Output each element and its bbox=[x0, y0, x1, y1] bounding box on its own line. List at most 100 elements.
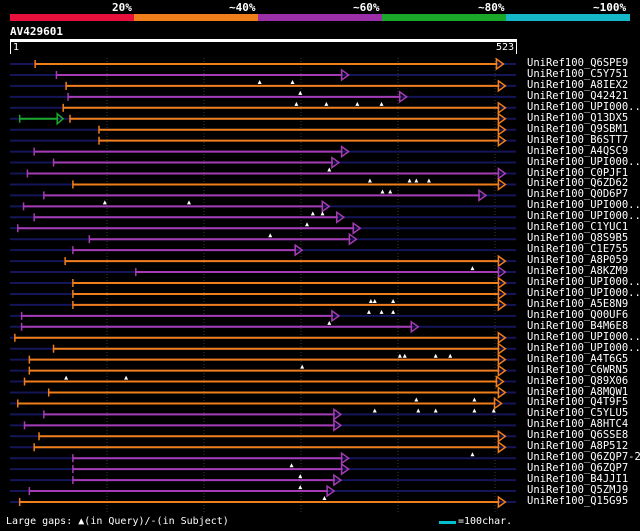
gap-marker bbox=[433, 353, 438, 358]
hit-arrowhead bbox=[336, 210, 346, 224]
hit-label[interactable]: UniRef100_Q00UF6 bbox=[527, 308, 629, 321]
hit-label[interactable]: UniRef100_UPI000... bbox=[527, 100, 640, 113]
hit-label[interactable]: UniRef100_A8HTC4 bbox=[527, 418, 629, 431]
gap-marker bbox=[391, 298, 396, 303]
gap-marker bbox=[355, 101, 360, 106]
legend-bar-100 bbox=[506, 14, 630, 21]
hit-arrowhead bbox=[497, 495, 507, 509]
hit-label[interactable]: UniRef100_B4JJI1 bbox=[527, 473, 629, 486]
hit-label[interactable]: UniRef100_A8IEX2 bbox=[527, 78, 629, 91]
hit-label[interactable]: UniRef100_C6WRN5 bbox=[527, 363, 629, 376]
hit-label[interactable]: UniRef100_Q9SBM1 bbox=[527, 122, 629, 135]
legend-label-60: ~60% bbox=[353, 1, 380, 14]
green-hit-arrowhead bbox=[56, 112, 65, 126]
hit-label[interactable]: UniRef100_Q89X06 bbox=[527, 374, 629, 387]
hit-label[interactable]: UniRef100_A8MQW1 bbox=[527, 385, 629, 398]
hit-arrowhead bbox=[497, 177, 507, 191]
hit-label[interactable]: UniRef100_Q6ZD62 bbox=[527, 177, 629, 190]
hit-label[interactable]: UniRef100_B4M6E8 bbox=[527, 319, 629, 332]
legend-bar-40 bbox=[134, 14, 258, 21]
hit-label[interactable]: UniRef100_UPI000... bbox=[527, 341, 640, 354]
hit-label[interactable]: UniRef100_UPI000... bbox=[527, 210, 640, 223]
footer-large-gaps: Large gaps: bbox=[6, 516, 73, 527]
hit-label[interactable]: UniRef100_B6STT7 bbox=[527, 133, 629, 146]
hit-arrowhead bbox=[497, 134, 507, 148]
gap-marker bbox=[368, 298, 373, 303]
hit-label[interactable]: UniRef100_Q6SPE9 bbox=[527, 57, 629, 69]
scale-swatch bbox=[439, 521, 456, 524]
gap-marker bbox=[300, 364, 305, 369]
hit-label[interactable]: UniRef100_Q15G95 bbox=[527, 495, 629, 507]
gap-marker bbox=[372, 298, 377, 303]
hit-label[interactable]: UniRef100_UPI000... bbox=[527, 155, 640, 168]
hit-label[interactable]: UniRef100_A8P059 bbox=[527, 254, 629, 267]
hit-label[interactable]: UniRef100_A8P512 bbox=[527, 440, 629, 453]
gap-marker bbox=[380, 189, 385, 194]
gap-marker bbox=[290, 79, 295, 84]
hit-label[interactable]: UniRef100_UPI000... bbox=[527, 199, 640, 212]
hit-arrowhead bbox=[493, 396, 503, 410]
hit-label[interactable]: UniRef100_A5E8N9 bbox=[527, 297, 629, 310]
hit-label[interactable]: UniRef100_Q4T9F5 bbox=[527, 396, 629, 409]
gap-marker bbox=[298, 474, 303, 479]
hit-arrowhead bbox=[497, 353, 507, 367]
gap-marker bbox=[391, 309, 396, 314]
gap-marker bbox=[397, 353, 402, 358]
hit-label[interactable]: UniRef100_Q6ZQP7-2 bbox=[527, 451, 640, 464]
hit-label[interactable]: UniRef100_C1E755 bbox=[527, 243, 629, 256]
query-id: AV429601 bbox=[10, 25, 63, 38]
gap-marker bbox=[294, 101, 299, 106]
gap-marker bbox=[470, 266, 475, 271]
hit-arrowhead bbox=[340, 451, 350, 465]
gap-marker bbox=[186, 200, 191, 205]
hit-arrowhead bbox=[497, 276, 507, 290]
gap-marker bbox=[289, 463, 294, 468]
gap-marker bbox=[322, 496, 327, 501]
gap-marker bbox=[448, 353, 453, 358]
query-bar bbox=[10, 39, 517, 42]
gap-marker bbox=[491, 408, 496, 413]
hit-label[interactable]: UniRef100_C5YLU5 bbox=[527, 407, 629, 420]
hit-label[interactable]: UniRef100_A4QSC9 bbox=[527, 144, 629, 157]
hit-label[interactable]: UniRef100_A4T6G5 bbox=[527, 352, 629, 365]
hit-label[interactable]: UniRef100_UPI000... bbox=[527, 276, 640, 288]
hit-label[interactable]: UniRef100_UPI000... bbox=[527, 286, 640, 299]
gap-marker bbox=[310, 211, 315, 216]
gap-marker bbox=[433, 408, 438, 413]
hit-label[interactable]: UniRef100_C1YUC1 bbox=[527, 221, 629, 234]
hit-label[interactable]: UniRef100_UPI000... bbox=[527, 330, 640, 343]
gap-marker bbox=[327, 167, 332, 172]
gap-marker bbox=[298, 485, 303, 490]
gap-marker bbox=[472, 397, 477, 402]
hit-arrowhead bbox=[497, 386, 507, 399]
hit-arrowhead bbox=[497, 112, 507, 126]
hit-label[interactable]: UniRef100_Q8S9B5 bbox=[527, 232, 629, 245]
hit-label[interactable]: UniRef100_A8KZM9 bbox=[527, 265, 629, 278]
gap-marker bbox=[414, 397, 419, 402]
hit-arrowhead bbox=[495, 375, 505, 389]
gap-marker bbox=[327, 320, 332, 325]
hit-arrowhead bbox=[352, 221, 362, 235]
hit-label[interactable]: UniRef100_Q5ZMJ9 bbox=[527, 484, 629, 497]
gap-marker bbox=[372, 408, 377, 413]
hit-arrowhead bbox=[331, 309, 341, 323]
hit-label[interactable]: UniRef100_Q6ZQP7 bbox=[527, 462, 629, 475]
gap-marker bbox=[426, 178, 431, 183]
hit-arrowhead bbox=[326, 484, 336, 498]
hit-label[interactable]: UniRef100_Q13DX5 bbox=[527, 111, 629, 124]
alignment-plot bbox=[10, 57, 516, 512]
ruler-end-label: 523 bbox=[496, 42, 515, 53]
query-gap-symbol-icon: ▲ bbox=[78, 516, 85, 527]
legend-bar-60 bbox=[258, 14, 382, 21]
gap-marker bbox=[379, 309, 384, 314]
footer-in-query: (in Query)/- bbox=[84, 516, 157, 527]
gap-marker bbox=[414, 178, 419, 183]
gap-marker bbox=[102, 200, 107, 205]
hit-label[interactable]: UniRef100_C5Y751 bbox=[527, 67, 629, 80]
hit-label[interactable]: UniRef100_Q6SSE8 bbox=[527, 429, 629, 442]
hit-label[interactable]: UniRef100_C0PJF1 bbox=[527, 166, 629, 179]
gap-marker bbox=[367, 178, 372, 183]
gap-marker bbox=[388, 189, 393, 194]
hit-label[interactable]: UniRef100_Q0D6P7 bbox=[527, 188, 629, 201]
hit-label[interactable]: UniRef100_Q42421 bbox=[527, 89, 629, 102]
